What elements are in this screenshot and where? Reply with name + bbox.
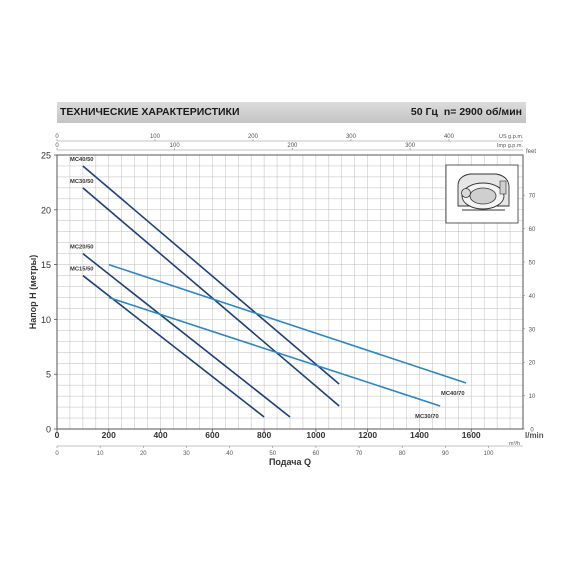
series-line-mc30-50 [82, 187, 340, 407]
imp-gpm-tick-label: 300 [405, 143, 416, 149]
imp-gpm-unit-label: Imp g.p.m. [497, 143, 523, 149]
series-line-mc40-50 [82, 165, 340, 385]
y-tick-label: 15 [41, 260, 51, 270]
m3h-tick-label: 80 [399, 451, 406, 457]
series-label: MC20/50 [70, 245, 94, 251]
us-gpm-tick-label: 300 [346, 134, 357, 140]
series-label: MC15/50 [70, 267, 94, 273]
y-tick-label: 0 [46, 425, 51, 435]
imp-gpm-tick-label: 0 [55, 143, 59, 149]
m3h-tick-label: 0 [55, 451, 59, 457]
series-line-mc20-50 [82, 253, 291, 418]
imp-gpm-tick-label: 200 [287, 143, 298, 149]
x-unit-label: l/min [525, 431, 544, 440]
m3h-tick-label: 10 [97, 451, 104, 457]
feet-tick-label: 20 [529, 361, 536, 367]
x-tick-label: 1000 [306, 430, 325, 440]
x-tick-label: 800 [257, 430, 271, 440]
feet-tick-label: 0 [530, 428, 534, 434]
us-gpm-unit-label: US g.p.m. [499, 134, 524, 140]
x-tick-label: 0 [55, 430, 60, 440]
m3h-tick-label: 90 [442, 451, 449, 457]
series-label: MC40/70 [441, 391, 465, 397]
series-line-mc30-70 [108, 296, 441, 407]
us-gpm-tick-label: 0 [55, 134, 59, 140]
y-tick-label: 20 [41, 205, 51, 215]
us-gpm-tick-label: 100 [150, 134, 161, 140]
feet-tick-label: 30 [529, 327, 536, 333]
x-axis-title: Подача Q [269, 457, 311, 467]
series-label: MC30/50 [70, 179, 94, 185]
y-axis-title: Напор H (метры) [28, 255, 38, 330]
m3h-tick-label: 50 [269, 451, 276, 457]
feet-tick-label: 50 [529, 260, 536, 266]
plot-frame [56, 154, 524, 430]
pump-photo-icon [445, 164, 519, 224]
series-label: MC30/70 [415, 414, 439, 420]
x-tick-label: 1600 [462, 430, 481, 440]
y-tick-label: 25 [41, 151, 51, 161]
m3h-tick-label: 70 [356, 451, 363, 457]
m3h-tick-label: 40 [226, 451, 233, 457]
imp-gpm-tick-label: 100 [170, 143, 181, 149]
y-tick-label: 5 [46, 370, 51, 380]
x-tick-label: 200 [102, 430, 116, 440]
feet-tick-label: 60 [529, 227, 536, 233]
m3h-tick-label: 100 [483, 451, 494, 457]
m3h-tick-label: 60 [313, 451, 320, 457]
spec-speed: n= 2900 об/мин [443, 106, 522, 118]
feet-tick-label: 70 [529, 194, 536, 200]
x-tick-label: 1200 [358, 430, 377, 440]
x-tick-label: 600 [205, 430, 219, 440]
feet-tick-label: 10 [529, 394, 536, 400]
m3h-tick-label: 30 [183, 451, 190, 457]
feet-unit-label: feet [526, 149, 536, 155]
us-gpm-tick-label: 200 [248, 134, 259, 140]
x-tick-label: 1400 [410, 430, 429, 440]
y-tick-label: 10 [41, 315, 51, 325]
m3h-tick-label: 20 [140, 451, 147, 457]
spec-title: ТЕХНИЧЕСКИЕ ХАРАКТЕРИСТИКИ [60, 106, 240, 118]
series-line-mc40-70 [108, 263, 467, 384]
spec-frequency: 50 Гц [410, 106, 438, 118]
x-tick-label: 400 [153, 430, 167, 440]
feet-tick-label: 40 [529, 294, 536, 300]
spec-header-bar [57, 102, 526, 123]
m3h-unit-label: m³/h [509, 441, 520, 447]
us-gpm-tick-label: 400 [444, 134, 455, 140]
series-label: MC40/50 [70, 157, 94, 163]
spec-operating-point: 50 Гц n= 2900 об/мин [405, 106, 522, 118]
